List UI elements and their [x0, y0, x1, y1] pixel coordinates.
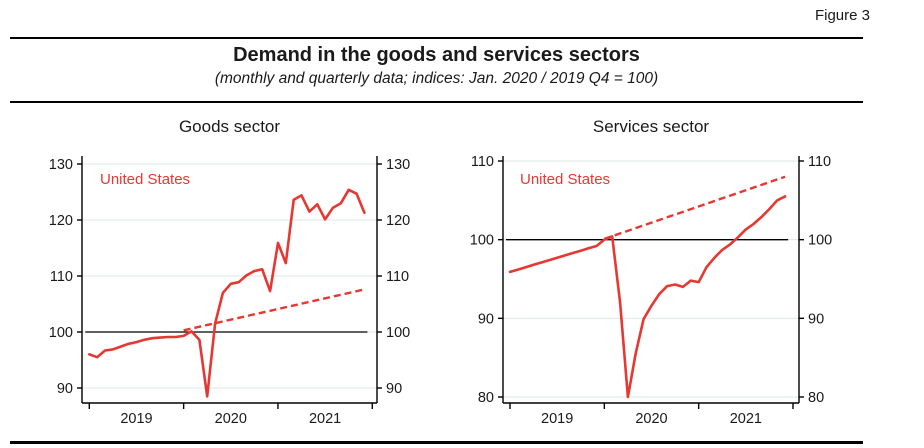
x-tick-label: 2020: [215, 411, 247, 427]
y-tick-label-left: 110: [471, 154, 494, 170]
y-tick-label-left: 90: [478, 311, 494, 327]
y-tick-label-left: 80: [478, 390, 494, 406]
y-tick-label-left: 90: [57, 381, 73, 397]
services-chart-plot: 110 110 100 100 90 90 80 80 2019 2020 2021: [470, 154, 832, 427]
solid-series-line: [88, 188, 366, 398]
y-tick-label-left: 100: [49, 325, 73, 341]
y-tick-label-right: 90: [808, 311, 824, 327]
solid-series-line: [508, 195, 787, 399]
services-series-label: United States: [520, 171, 610, 188]
y-tick-label-right: 110: [808, 154, 831, 170]
goods-chart-plot: 130 130 120 120 110 110 100 100 90 90 2019 2020 2021: [49, 156, 410, 427]
y-tick-label-right: 90: [386, 381, 402, 397]
figure-title: Demand in the goods and services sectors: [233, 44, 640, 66]
y-tick-label-right: 130: [386, 157, 410, 173]
goods-chart-title: Goods sector: [179, 117, 280, 136]
y-tick-label-right: 100: [808, 233, 832, 249]
services-chart-title: Services sector: [593, 117, 710, 136]
y-tick-label-right: 120: [386, 213, 410, 229]
x-tick-label: 2021: [730, 411, 762, 427]
trend-dashed-line: [603, 175, 786, 241]
y-tick-label-left: 100: [470, 233, 494, 249]
y-tick-label-left: 120: [49, 213, 73, 229]
y-tick-label-right: 80: [808, 390, 824, 406]
y-tick-label-left: 110: [50, 269, 73, 285]
x-tick-label: 2021: [309, 411, 341, 427]
header-rule: [10, 101, 863, 103]
x-tick-label: 2020: [635, 411, 667, 427]
top-rule: [10, 37, 863, 39]
x-tick-label: 2019: [541, 411, 573, 427]
bottom-rule: [10, 441, 863, 444]
figure-subtitle: (monthly and quarterly data; indices: Ja…: [214, 70, 659, 87]
y-tick-label-left: 130: [49, 157, 73, 173]
figure-number-label: Figure 3: [814, 7, 870, 24]
trend-dashed-line: [183, 288, 365, 332]
charts-canvas: Goods sector Services sector 130 130 120 12…: [49, 117, 832, 427]
goods-series-label: United States: [100, 171, 190, 188]
y-tick-label-right: 110: [386, 269, 409, 285]
x-tick-label: 2019: [120, 411, 152, 427]
y-tick-label-right: 100: [386, 325, 410, 341]
